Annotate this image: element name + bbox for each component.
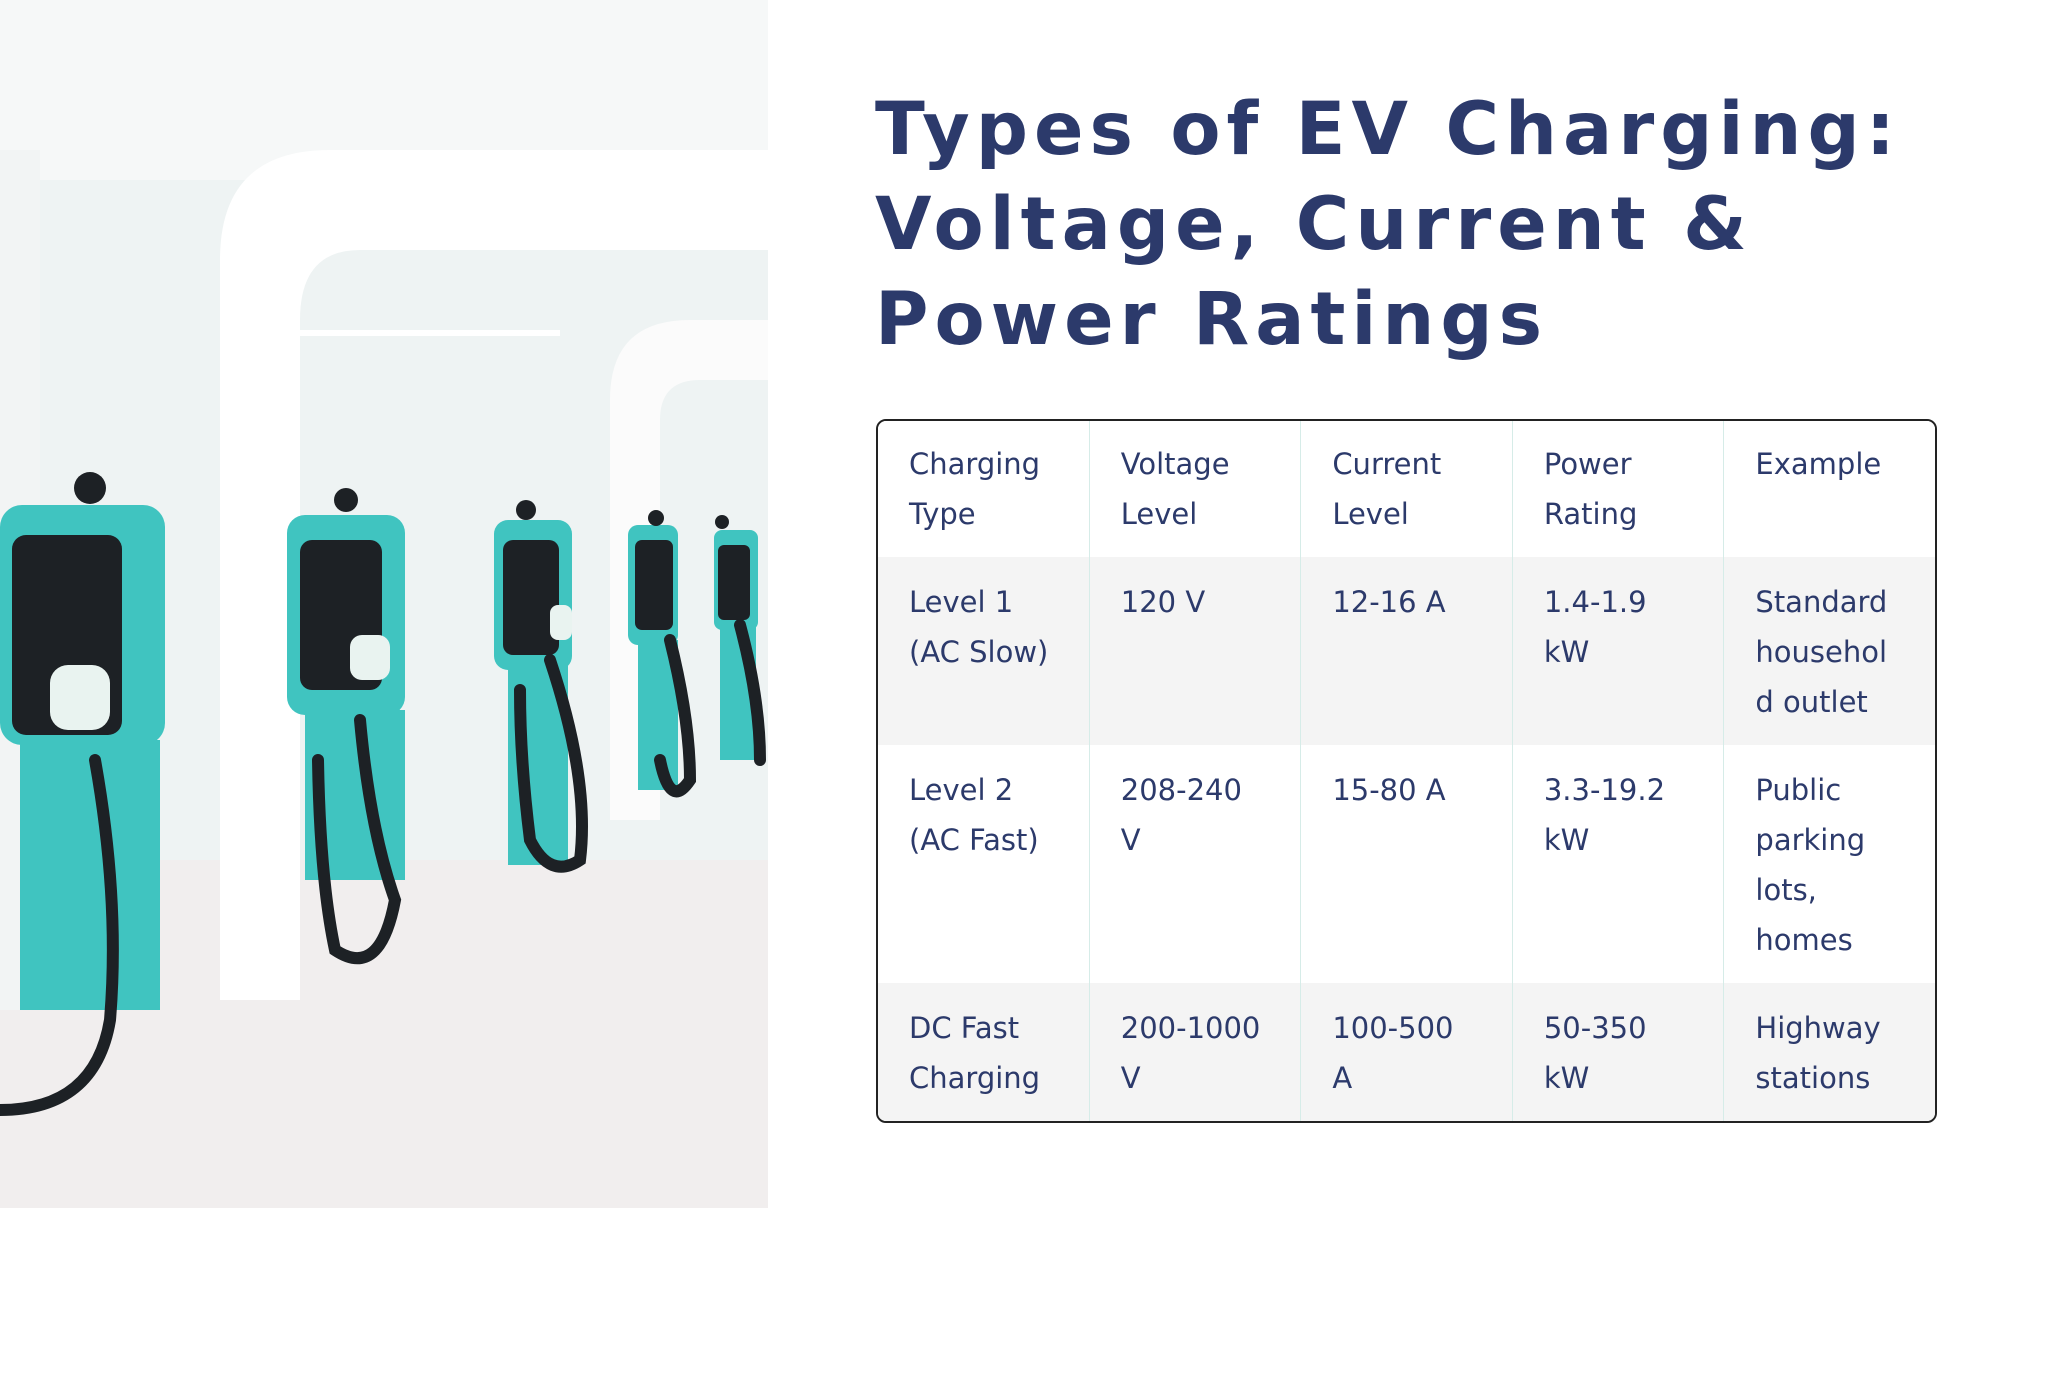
table-cell: Standard household outlet [1723,557,1935,745]
column-header: Charging Type [878,421,1089,557]
table-cell: Level 2 (AC Fast) [909,773,1039,857]
table-cell: 3.3-19.2 kW [1511,745,1724,983]
table-cell: 100-500 A [1300,983,1512,1121]
title: Types of EV Charging: Voltage, Current &… [875,87,1901,362]
header-row: Charging Type Voltage Level Current Level P… [878,421,1935,557]
ratings-table: Charging Type Voltage Level Current Level P… [876,419,1937,1123]
charger-photo [0,0,768,1208]
table-cell: Public parking lots, homes [1723,745,1935,983]
table-cell: 120 V [1088,557,1301,745]
table-cell: 12-16 A [1300,557,1512,745]
table-cell: Highway stations [1723,983,1935,1121]
column-header: Current Level [1300,421,1512,557]
table-row: Level 1 (AC Slow) 120 V 12-16 A 1.4-1.9 kW S… [878,557,1935,745]
column-header: Power Rating [1511,421,1724,557]
table-cell: 208-240 V [1088,745,1301,983]
table-cell: 1.4-1.9 kW [1511,557,1724,745]
table-row: DC Fast Charging 200-1000 V 100-500 A 50-35… [878,983,1935,1121]
column-header: Voltage Level [1088,421,1301,557]
table-cell: 15-80 A [1300,745,1512,983]
table-cell: 200-1000 V [1088,983,1301,1121]
column-header: Example [1723,421,1935,557]
table-cell: Level 1 (AC Slow) [878,557,1089,745]
table-cell: 50-350 kW [1511,983,1724,1121]
table-cell: DC Fast Charging [878,983,1089,1121]
table-row: Level 2 (AC Fast) 208-240 V 15-80 A 3.3-19.… [878,745,1935,983]
